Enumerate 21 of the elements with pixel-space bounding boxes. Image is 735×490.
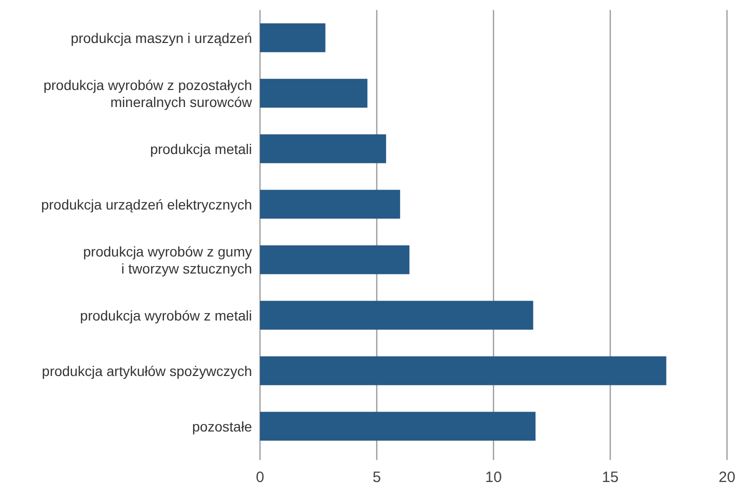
bar [260,412,536,441]
y-tick-label: pozostałe [192,418,252,434]
bar [260,134,386,164]
x-tick-label: 0 [256,469,264,486]
bar [260,300,534,330]
x-tick-label: 10 [485,469,502,486]
y-tick-label: produkcja artykułów spożywczych [42,362,252,379]
y-tick-label: produkcja metali [150,140,252,157]
bar [260,356,666,386]
bar [260,190,400,219]
x-tick-label: 15 [602,469,619,486]
y-tick-label: produkcja wyrobów z pozostałych mineralnych surowców [43,76,253,110]
y-tick-label: produkcja wyrobów z gumy i tworzyw sztucznych [83,243,252,276]
y-tick-label: produkcja wyrobów z metali [80,307,252,324]
x-tick-label: 20 [718,469,735,486]
y-tick-label: produkcja maszyn i urządzeń [70,30,252,46]
bar [260,23,326,52]
bar [260,245,410,274]
x-tick-label: 5 [372,469,381,486]
y-tick-label: produkcja urządzeń elektrycznych [41,196,252,212]
bar [260,78,368,108]
